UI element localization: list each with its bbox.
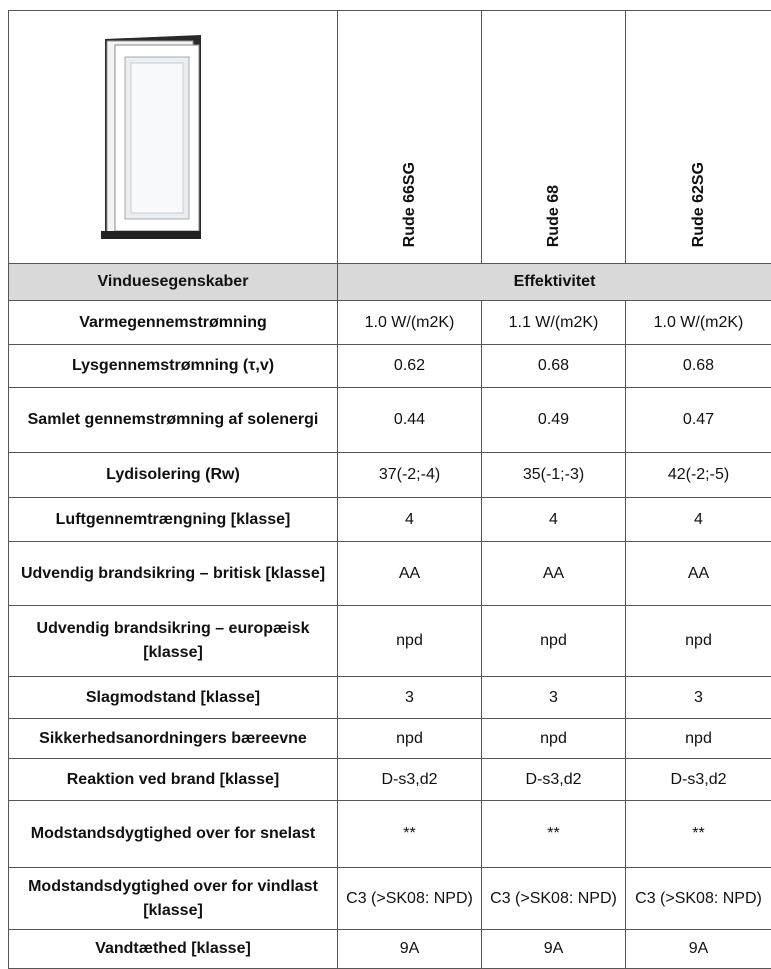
property-value: npd (338, 719, 482, 759)
property-value: 3 (626, 677, 771, 719)
property-value: 1.0 W/(m2K) (626, 301, 771, 345)
header-row: Vinduesegenskaber Effektivitet (9, 264, 771, 301)
property-value: npd (338, 606, 482, 677)
property-value: 0.49 (482, 388, 626, 453)
table-row: Modstandsdygtighed over for vindlast [kl… (9, 868, 771, 930)
property-label: Vandtæthed [klasse] (9, 930, 338, 969)
product-header: Rude 66SG (338, 11, 482, 264)
image-cell (9, 11, 338, 264)
column-header: Effektivitet (338, 264, 771, 301)
property-value: ** (626, 801, 771, 868)
table-row: Udvendig brandsikring – britisk [klasse]… (9, 542, 771, 606)
property-value: npd (482, 719, 626, 759)
product-header: Rude 68 (482, 11, 626, 264)
property-value: 9A (482, 930, 626, 969)
property-label: Samlet gennemstrømning af solenergi (9, 388, 338, 453)
property-value: 35(-1;-3) (482, 453, 626, 498)
property-value: 0.68 (482, 345, 626, 388)
page: Rude 66SG Rude 68 Rude 62SG Vinduesegens… (0, 0, 771, 968)
property-value: 9A (338, 930, 482, 969)
property-label: Modstandsdygtighed over for snelast (9, 801, 338, 868)
property-value: AA (482, 542, 626, 606)
property-value: 4 (626, 498, 771, 542)
column-header: Vinduesegenskaber (9, 264, 338, 301)
image-row: Rude 66SG Rude 68 Rude 62SG (9, 11, 771, 264)
property-value: C3 (>SK08: NPD) (482, 868, 626, 930)
property-value: npd (626, 719, 771, 759)
product-name: Rude 62SG (687, 162, 711, 247)
property-value: 4 (482, 498, 626, 542)
property-label: Varmegennemstrømning (9, 301, 338, 345)
property-value: 3 (338, 677, 482, 719)
property-value: AA (338, 542, 482, 606)
product-header: Rude 62SG (626, 11, 771, 264)
table-row: Modstandsdygtighed over for snelast*****… (9, 801, 771, 868)
property-label: Udvendig brandsikring – britisk [klasse] (9, 542, 338, 606)
property-label: Luftgennemtrængning [klasse] (9, 498, 338, 542)
property-label: Slagmodstand [klasse] (9, 677, 338, 719)
spec-table: Rude 66SG Rude 68 Rude 62SG Vinduesegens… (8, 10, 771, 969)
property-value: 0.44 (338, 388, 482, 453)
property-value: 42(-2;-5) (626, 453, 771, 498)
property-label: Sikkerhedsanordningers bæreevne (9, 719, 338, 759)
property-value: C3 (>SK08: NPD) (338, 868, 482, 930)
property-value: 4 (338, 498, 482, 542)
property-value: D-s3,d2 (338, 759, 482, 801)
property-label: Modstandsdygtighed over for vindlast [kl… (9, 868, 338, 930)
table-row: Lydisolering (Rw)37(-2;-4)35(-1;-3)42(-2… (9, 453, 771, 498)
property-value: 0.47 (626, 388, 771, 453)
property-value: 3 (482, 677, 626, 719)
product-name: Rude 68 (542, 185, 566, 247)
property-value: C3 (>SK08: NPD) (626, 868, 771, 930)
table-row: Udvendig brandsikring – europæisk [klass… (9, 606, 771, 677)
property-value: ** (338, 801, 482, 868)
property-value: 1.1 W/(m2K) (482, 301, 626, 345)
property-value: 37(-2;-4) (338, 453, 482, 498)
property-value: D-s3,d2 (482, 759, 626, 801)
property-value: 1.0 W/(m2K) (338, 301, 482, 345)
property-value: 9A (626, 930, 771, 969)
window-image (97, 31, 207, 241)
property-value: 0.62 (338, 345, 482, 388)
property-value: npd (626, 606, 771, 677)
property-value: ** (482, 801, 626, 868)
property-label: Reaktion ved brand [klasse] (9, 759, 338, 801)
product-name: Rude 66SG (398, 162, 422, 247)
property-value: 0.68 (626, 345, 771, 388)
property-label: Lydisolering (Rw) (9, 453, 338, 498)
property-label: Udvendig brandsikring – europæisk [klass… (9, 606, 338, 677)
property-value: npd (482, 606, 626, 677)
property-label: Lysgennemstrømning (τ,v) (9, 345, 338, 388)
property-value: D-s3,d2 (626, 759, 771, 801)
property-value: AA (626, 542, 771, 606)
